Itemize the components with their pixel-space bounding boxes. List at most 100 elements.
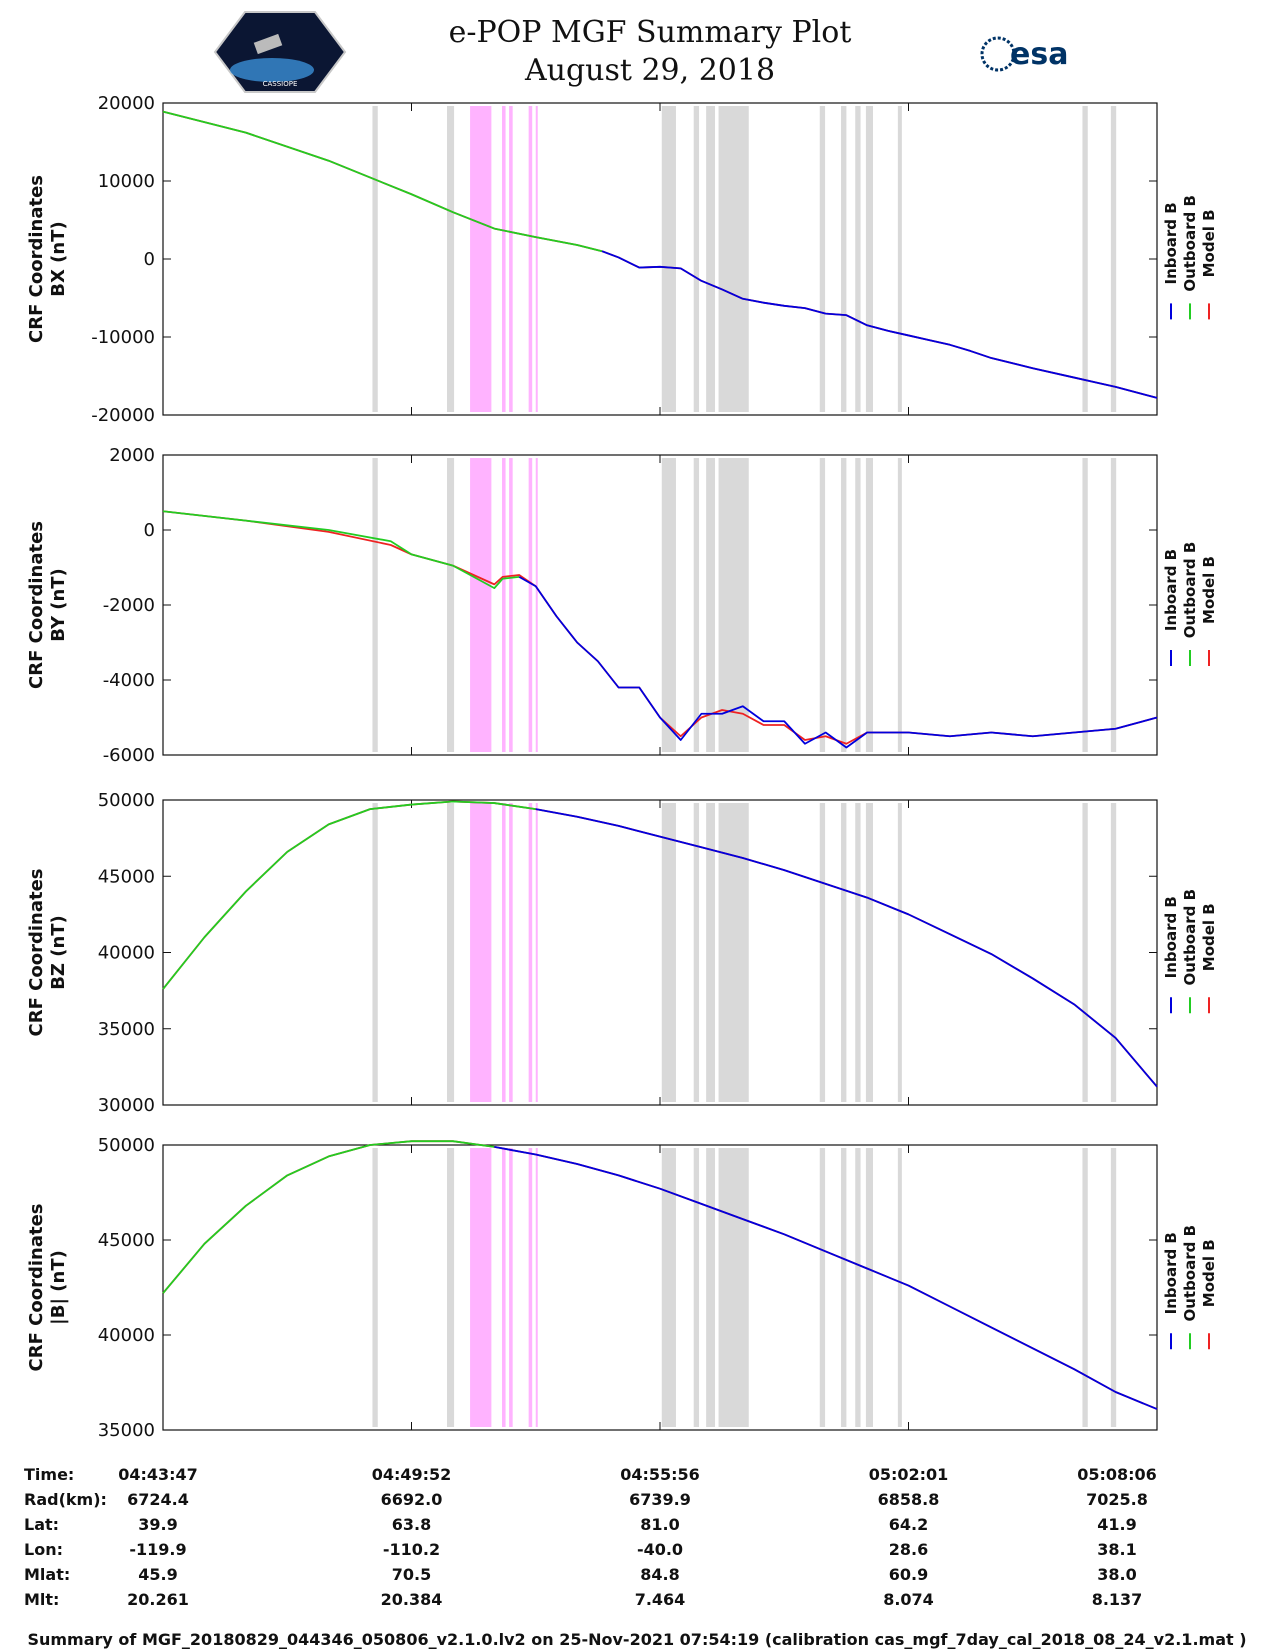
- ephem-cell: 8.074: [883, 1590, 934, 1609]
- gray-band: [718, 803, 749, 1102]
- gray-band: [706, 803, 716, 1102]
- plot-frame: [162, 102, 1158, 416]
- gray-band: [718, 106, 749, 412]
- pink-band: [502, 1148, 506, 1427]
- ephem-cell: 05:02:01: [869, 1465, 949, 1484]
- ephem-cell: 04:43:47: [118, 1465, 198, 1484]
- ephem-cell: 6724.4: [127, 1490, 189, 1509]
- legend-label: Model B: [1200, 1239, 1218, 1307]
- legend-label: Model B: [1200, 556, 1218, 624]
- pink-band: [509, 1148, 513, 1427]
- chart-title-line2: August 29, 2018: [524, 53, 775, 88]
- pink-band: [528, 803, 533, 1102]
- ephem-row-label: Lat:: [24, 1515, 59, 1534]
- y-tick-label: 35000: [98, 1019, 155, 1040]
- y-tick-label: 30000: [98, 1095, 155, 1116]
- gray-band: [1110, 1148, 1117, 1427]
- gray-band: [1110, 106, 1117, 412]
- gray-band: [865, 106, 873, 412]
- gray-band: [1110, 803, 1117, 1102]
- ephem-cell: 6692.0: [381, 1490, 443, 1509]
- pink-band: [502, 458, 506, 752]
- y-axis-label-line1: CRF Coordinates: [26, 175, 47, 343]
- y-tick-label: 20000: [98, 93, 155, 114]
- ephem-cell: 63.8: [392, 1515, 431, 1534]
- pink-band: [509, 803, 513, 1102]
- pink-band: [509, 458, 513, 752]
- panel-3: 50000 45000 40000 35000 30000 CRF Coordinates…: [26, 790, 1218, 1116]
- legend-label: Model B: [1200, 903, 1218, 971]
- svg-text:esa: esa: [1010, 37, 1068, 72]
- pink-band: [470, 458, 492, 752]
- ephem-cell: -119.9: [129, 1540, 186, 1559]
- y-tick-label: 2000: [109, 445, 155, 466]
- gray-band: [1082, 803, 1088, 1102]
- gray-band: [855, 1148, 861, 1427]
- ephem-cell: 7.464: [635, 1590, 686, 1609]
- y-tick-label: 45000: [98, 866, 155, 887]
- gray-band: [693, 458, 700, 752]
- series-line-model-b: [162, 800, 1158, 1088]
- esa-logo: esa: [980, 36, 1068, 72]
- ephem-cell: 38.0: [1097, 1565, 1136, 1584]
- gray-band: [855, 106, 861, 412]
- gray-band: [718, 458, 749, 752]
- pink-band: [502, 803, 506, 1102]
- pink-band: [470, 803, 492, 1102]
- pink-band: [528, 1148, 533, 1427]
- y-tick-label: -10000: [91, 327, 155, 348]
- gray-band: [819, 803, 826, 1102]
- series-line-inboard-b: [518, 576, 1158, 749]
- ephem-cell: 84.8: [640, 1565, 679, 1584]
- ephem-cell: 41.9: [1097, 1515, 1136, 1534]
- y-axis-label-line2: |B| (nT): [48, 1250, 69, 1325]
- y-axis-label-line1: CRF Coordinates: [26, 521, 47, 689]
- series-line-inboard-b: [494, 1146, 1158, 1410]
- gray-band: [841, 458, 847, 752]
- pink-band: [502, 106, 506, 412]
- gray-band: [706, 458, 716, 752]
- gray-band: [661, 803, 676, 1102]
- y-tick-label: -4000: [103, 670, 155, 691]
- series-line-model-b: [162, 510, 1158, 745]
- ephem-cell: 6858.8: [878, 1490, 940, 1509]
- panel-4: 50000 45000 40000 35000 CRF Coordinates |B| (…: [26, 1135, 1218, 1441]
- gray-band: [447, 803, 455, 1102]
- pink-band: [535, 458, 538, 752]
- ephem-row-label: Time:: [24, 1465, 74, 1484]
- y-axis-label-line1: CRF Coordinates: [26, 869, 47, 1037]
- ephem-cell: 04:49:52: [372, 1465, 452, 1484]
- gray-band: [819, 106, 826, 412]
- legend-label: Outboard B: [1181, 542, 1199, 639]
- y-tick-label: 40000: [98, 1325, 155, 1346]
- series-line-model-b: [162, 1140, 1158, 1410]
- y-tick-label: 35000: [98, 1420, 155, 1441]
- gray-band: [661, 106, 676, 412]
- pink-band: [470, 106, 492, 412]
- ephem-cell: 7025.8: [1086, 1490, 1148, 1509]
- y-tick-label: 50000: [98, 790, 155, 811]
- ephem-row-label: Mlat:: [24, 1565, 70, 1584]
- ephem-cell: 20.261: [127, 1590, 189, 1609]
- gray-band: [897, 106, 902, 412]
- ephem-cell: 81.0: [640, 1515, 679, 1534]
- y-tick-label: 50000: [98, 1135, 155, 1156]
- legend-label: Inboard B: [1162, 1232, 1180, 1314]
- series-line-outboard-b: [162, 110, 603, 253]
- gray-band: [661, 1148, 676, 1427]
- ephem-cell: 20.384: [381, 1590, 443, 1609]
- footer-caption: Summary of MGF_20180829_044346_050806_v2…: [27, 1630, 1246, 1649]
- pink-band: [535, 803, 538, 1102]
- ephem-cell: 60.9: [889, 1565, 928, 1584]
- gray-band: [447, 458, 455, 752]
- pink-band: [509, 106, 513, 412]
- plot-frame: [162, 1144, 1158, 1431]
- series-line-outboard-b: [162, 800, 536, 990]
- plot-frame: [162, 799, 1158, 1106]
- gray-band: [661, 458, 676, 752]
- legend-label: Inboard B: [1162, 896, 1180, 978]
- ephem-cell: 28.6: [889, 1540, 928, 1559]
- legend-label: Outboard B: [1181, 889, 1199, 986]
- gray-band: [841, 803, 847, 1102]
- gray-band: [718, 1148, 749, 1427]
